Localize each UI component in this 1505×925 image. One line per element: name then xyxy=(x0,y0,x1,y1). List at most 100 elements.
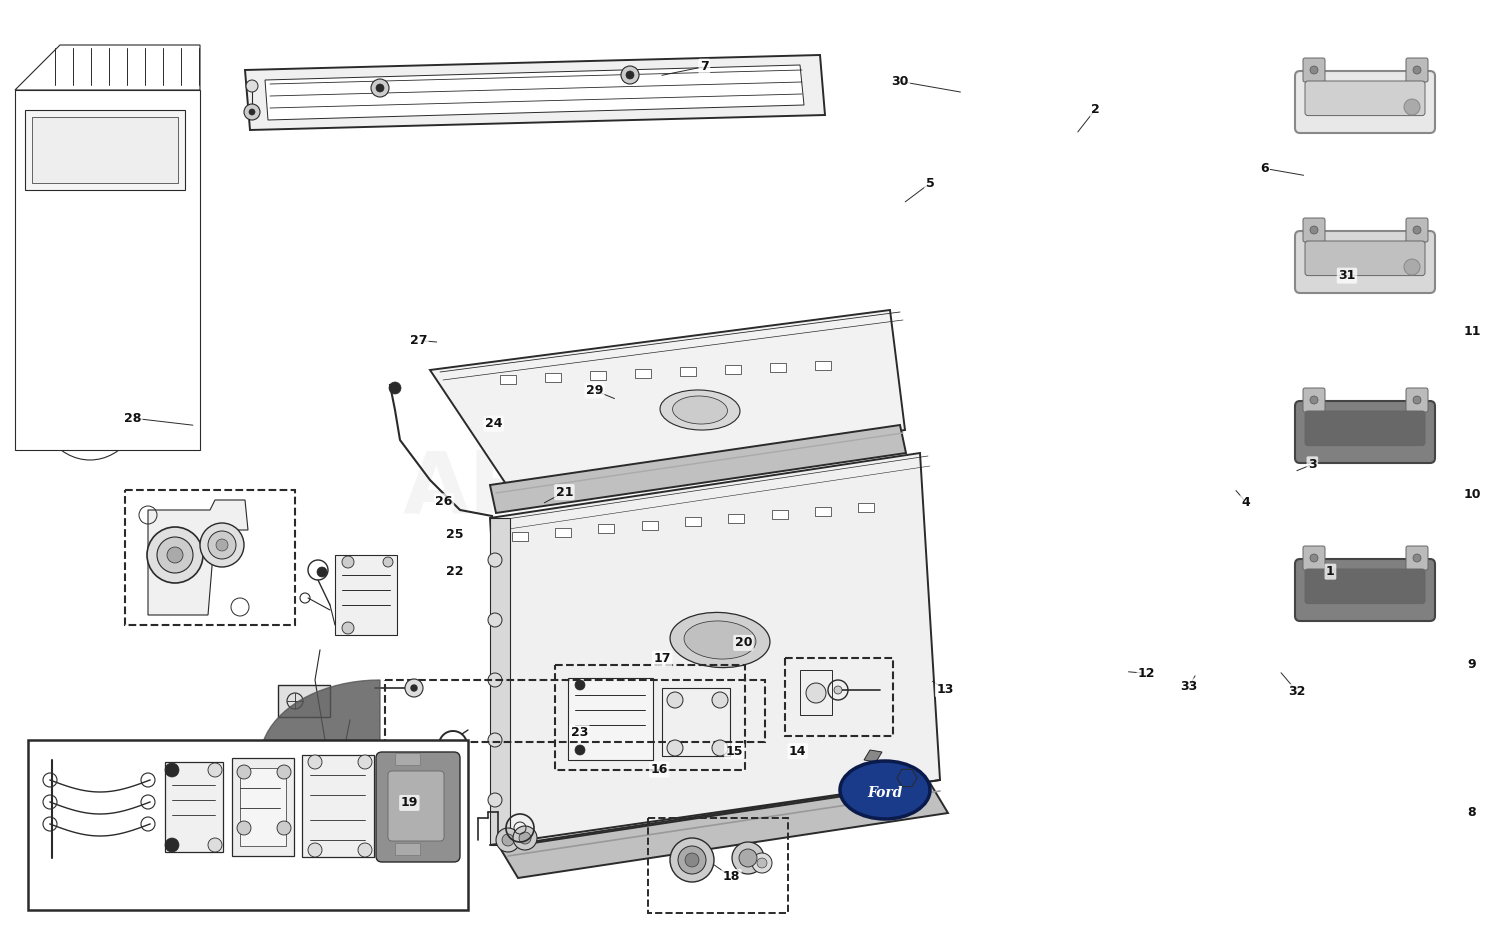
Circle shape xyxy=(667,740,683,756)
Text: 27: 27 xyxy=(409,334,427,347)
FancyBboxPatch shape xyxy=(1294,71,1434,133)
Polygon shape xyxy=(491,425,906,513)
Bar xyxy=(772,510,789,519)
Circle shape xyxy=(358,755,372,769)
Text: Ford: Ford xyxy=(867,786,903,800)
Circle shape xyxy=(358,843,372,857)
Circle shape xyxy=(166,838,179,852)
Text: 12: 12 xyxy=(1138,667,1156,680)
Circle shape xyxy=(217,539,227,551)
Circle shape xyxy=(342,556,354,568)
Bar xyxy=(232,758,293,856)
Bar xyxy=(336,555,397,635)
Circle shape xyxy=(807,683,826,703)
Bar xyxy=(643,521,658,530)
Circle shape xyxy=(277,765,290,779)
Circle shape xyxy=(208,763,223,777)
Polygon shape xyxy=(430,310,905,490)
Circle shape xyxy=(309,843,322,857)
Bar xyxy=(385,680,765,742)
Circle shape xyxy=(488,553,503,567)
FancyBboxPatch shape xyxy=(1303,388,1324,412)
Circle shape xyxy=(685,853,698,867)
Circle shape xyxy=(488,733,503,747)
Circle shape xyxy=(309,755,322,769)
Circle shape xyxy=(667,692,683,708)
Polygon shape xyxy=(15,45,200,90)
Circle shape xyxy=(208,838,223,852)
Bar xyxy=(786,658,892,736)
Polygon shape xyxy=(265,65,804,120)
Ellipse shape xyxy=(840,761,930,819)
Circle shape xyxy=(166,763,179,777)
Text: ARCBI: ARCBI xyxy=(403,449,697,532)
Text: 9: 9 xyxy=(1467,658,1476,671)
FancyBboxPatch shape xyxy=(1294,401,1434,463)
FancyBboxPatch shape xyxy=(1303,58,1324,82)
Circle shape xyxy=(739,849,757,867)
FancyBboxPatch shape xyxy=(1294,559,1434,621)
Circle shape xyxy=(411,685,417,691)
Circle shape xyxy=(248,109,254,115)
Polygon shape xyxy=(260,680,379,827)
Bar xyxy=(545,373,561,382)
Text: 2: 2 xyxy=(1091,103,1100,116)
Circle shape xyxy=(147,527,203,583)
Text: 8: 8 xyxy=(1467,806,1476,819)
FancyBboxPatch shape xyxy=(1305,569,1425,604)
Bar xyxy=(635,369,652,378)
Bar xyxy=(662,688,730,756)
Text: 24: 24 xyxy=(485,417,503,430)
Circle shape xyxy=(1413,554,1421,562)
Text: 26: 26 xyxy=(435,495,453,508)
Circle shape xyxy=(318,567,327,577)
Circle shape xyxy=(208,531,236,559)
Circle shape xyxy=(388,382,400,394)
Circle shape xyxy=(757,858,768,868)
Text: 15: 15 xyxy=(725,745,743,758)
Circle shape xyxy=(670,838,713,882)
Text: 31: 31 xyxy=(1338,269,1356,282)
FancyBboxPatch shape xyxy=(1406,58,1428,82)
Circle shape xyxy=(889,772,897,780)
Text: 4: 4 xyxy=(1242,496,1251,509)
Polygon shape xyxy=(864,750,882,762)
FancyBboxPatch shape xyxy=(1406,218,1428,242)
Circle shape xyxy=(488,673,503,687)
Text: 10: 10 xyxy=(1463,488,1481,501)
Circle shape xyxy=(236,765,251,779)
Circle shape xyxy=(712,692,728,708)
Circle shape xyxy=(731,842,765,874)
Text: 28: 28 xyxy=(123,412,141,425)
Circle shape xyxy=(1309,554,1318,562)
Text: 3: 3 xyxy=(1308,458,1317,471)
FancyBboxPatch shape xyxy=(1305,81,1425,116)
FancyBboxPatch shape xyxy=(1305,241,1425,276)
Bar xyxy=(125,490,295,625)
Text: 20: 20 xyxy=(734,636,752,649)
Text: 18: 18 xyxy=(722,870,740,883)
Circle shape xyxy=(236,821,251,835)
Bar xyxy=(590,371,607,380)
Bar xyxy=(26,110,185,190)
Bar xyxy=(512,532,528,541)
Bar xyxy=(166,762,223,852)
Circle shape xyxy=(503,834,515,846)
Polygon shape xyxy=(491,453,941,845)
Polygon shape xyxy=(245,55,825,130)
Circle shape xyxy=(200,523,244,567)
Text: 1: 1 xyxy=(1326,565,1335,578)
Bar xyxy=(685,517,701,526)
Bar xyxy=(680,367,695,376)
Circle shape xyxy=(1309,66,1318,74)
Text: 22: 22 xyxy=(445,565,464,578)
Circle shape xyxy=(442,775,456,789)
Circle shape xyxy=(429,780,435,786)
Polygon shape xyxy=(15,90,200,450)
Circle shape xyxy=(342,622,354,634)
Bar xyxy=(278,685,330,717)
Polygon shape xyxy=(147,500,248,615)
Circle shape xyxy=(497,828,521,852)
Bar xyxy=(816,507,831,516)
Bar xyxy=(597,524,614,533)
